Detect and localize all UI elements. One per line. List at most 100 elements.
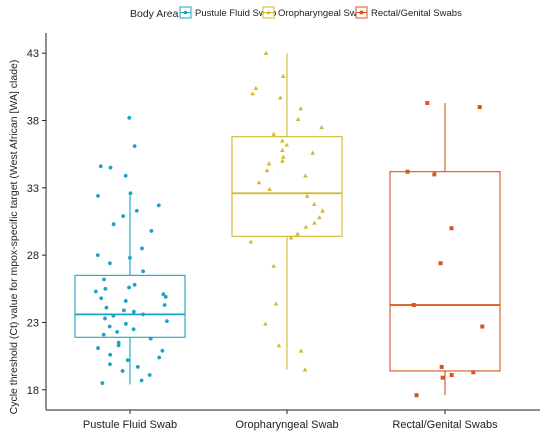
data-point: [411, 302, 416, 307]
data-point: [284, 142, 289, 147]
data-point: [107, 324, 112, 329]
data-point: [310, 150, 316, 155]
data-point: [123, 173, 128, 178]
legend-title: Body Area: [130, 8, 179, 20]
data-point: [276, 343, 282, 348]
data-point: [132, 144, 137, 149]
data-point: [131, 327, 136, 332]
data-point: [280, 138, 285, 143]
data-point: [125, 358, 130, 363]
data-point: [280, 158, 285, 163]
legend-label: Rectal/Genital Swabs: [371, 8, 462, 19]
data-point: [99, 296, 104, 301]
data-point: [107, 261, 112, 266]
data-point: [312, 220, 317, 225]
data-point: [132, 282, 137, 287]
data-point: [263, 50, 269, 56]
data-point: [425, 101, 430, 106]
data-point: [414, 393, 419, 398]
data-point: [295, 231, 300, 236]
x-tick-label: Pustule Fluid Swab: [83, 419, 177, 431]
legend-label: Pustule Fluid Swab: [195, 8, 276, 19]
data-point: [278, 95, 283, 100]
data-point: [280, 147, 285, 152]
box-3: [389, 103, 501, 396]
data-point: [256, 180, 262, 185]
data-point: [140, 246, 144, 251]
data-point: [298, 106, 304, 111]
data-point: [449, 226, 454, 231]
data-point: [271, 263, 276, 268]
data-point: [298, 348, 304, 353]
data-point: [127, 115, 132, 120]
data-point: [163, 295, 168, 299]
data-point: [148, 336, 153, 341]
box-2: [231, 53, 343, 370]
data-point: [131, 309, 136, 314]
data-point: [104, 305, 109, 310]
data-point: [96, 346, 100, 350]
data-point: [440, 375, 445, 380]
data-point: [127, 285, 131, 290]
data-point: [135, 365, 140, 369]
y-tick-label: 28: [27, 250, 39, 262]
data-point: [156, 203, 161, 208]
y-axis-title: Cycle threshold (Ct) value for mpox-spec…: [8, 60, 20, 415]
data-point: [111, 222, 116, 227]
data-point: [280, 73, 286, 78]
data-point: [320, 208, 325, 213]
data-point: [280, 154, 286, 159]
data-point: [108, 165, 113, 170]
data-point: [161, 292, 166, 297]
data-point: [139, 378, 144, 383]
data-point: [103, 316, 107, 321]
box-iqr: [389, 171, 501, 372]
data-point: [248, 239, 254, 244]
data-point: [121, 214, 126, 219]
legend-marker: [359, 10, 364, 15]
data-point: [273, 301, 279, 306]
data-point: [165, 319, 169, 324]
data-point: [162, 303, 167, 307]
x-tick-label: Oropharyngeal Swab: [235, 419, 338, 431]
data-point: [102, 277, 106, 282]
data-point: [288, 235, 294, 240]
data-point: [160, 348, 165, 353]
data-point: [128, 191, 133, 196]
y-tick-label: 23: [27, 317, 39, 329]
data-point: [123, 321, 128, 326]
box-iqr: [74, 274, 186, 338]
data-point: [432, 172, 437, 177]
data-point: [134, 208, 139, 213]
data-point: [96, 194, 100, 198]
data-point: [111, 313, 116, 318]
data-point: [304, 193, 310, 198]
data-point: [157, 355, 162, 360]
data-point: [93, 289, 98, 294]
data-point: [253, 85, 259, 91]
data-point: [449, 372, 454, 377]
y-tick-label: 18: [27, 385, 39, 397]
data-point: [100, 381, 105, 385]
legend-item: Oropharyngeal Swab: [262, 6, 367, 19]
y-tick-label: 38: [27, 116, 39, 128]
data-point: [303, 224, 309, 229]
x-tick-label: Rectal/Genital Swabs: [392, 419, 498, 431]
data-point: [471, 370, 476, 375]
y-tick-label: 33: [27, 183, 39, 195]
data-point: [263, 321, 268, 326]
data-point: [477, 105, 482, 110]
data-point: [108, 362, 112, 367]
data-point: [317, 215, 322, 220]
data-point: [264, 168, 270, 173]
legend-item: Pustule Fluid Swab: [179, 6, 276, 19]
data-point: [147, 373, 152, 377]
data-point: [116, 340, 121, 345]
data-point: [127, 255, 132, 260]
data-point: [123, 299, 128, 303]
data-point: [115, 330, 120, 334]
box-iqr: [231, 136, 343, 237]
box-1: [74, 193, 186, 385]
data-point: [101, 332, 106, 337]
